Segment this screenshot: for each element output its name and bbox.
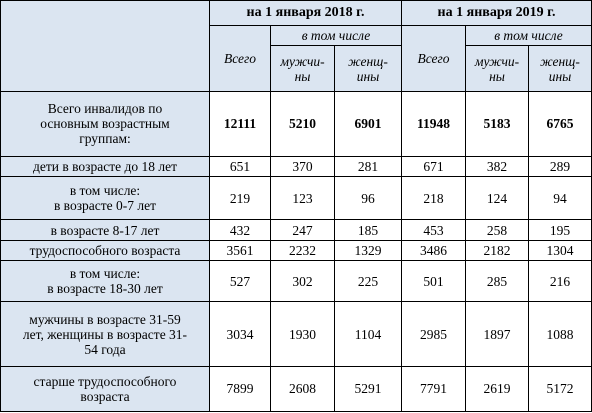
women-2018-cell: 185 bbox=[334, 219, 402, 241]
women-2018-cell: 6901 bbox=[334, 91, 402, 157]
including-2018-header: в том числе bbox=[270, 24, 402, 47]
row-label-line: 54 года bbox=[84, 341, 126, 357]
row-label: мужчины в возрасте 31-59 лет, женщины в … bbox=[0, 301, 210, 367]
women-2019-cell: 94 bbox=[528, 176, 592, 221]
men-2019-cell: 124 bbox=[465, 176, 529, 221]
women-2018-cell: 1104 bbox=[334, 301, 402, 367]
total-2018-cell: 432 bbox=[209, 219, 271, 241]
men-2018-cell: 123 bbox=[270, 176, 335, 221]
table-row: в том числе: в возрасте 0-7 лет 219 123 … bbox=[0, 176, 592, 221]
table-row: в возрасте 8-17 лет 432 247 185 453 258 … bbox=[0, 219, 592, 241]
women-2019-cell: 1304 bbox=[528, 239, 592, 262]
total-2019-header: Всего bbox=[401, 24, 466, 93]
men-header-line1: мужчи- bbox=[474, 53, 520, 69]
row-label-line: лет, женщины в возрасте 31- bbox=[22, 326, 188, 342]
row-label-line: основным возрастным bbox=[40, 116, 170, 132]
row-label: в том числе: в возрасте 18-30 лет bbox=[0, 260, 210, 303]
period-2018-header: на 1 января 2018 г. bbox=[209, 0, 402, 26]
men-2019-cell: 258 bbox=[465, 219, 529, 241]
women-2018-cell: 1329 bbox=[334, 239, 402, 262]
row-label-line: Всего инвалидов по bbox=[47, 101, 163, 117]
row-label-line: мужчины в возрасте 31-59 bbox=[29, 311, 181, 327]
men-2019-cell: 382 bbox=[465, 155, 529, 178]
women-2019-header: женщ- ины bbox=[528, 45, 592, 93]
row-label: в возрасте 8-17 лет bbox=[0, 219, 210, 241]
total-2019-cell: 501 bbox=[401, 260, 466, 303]
total-2018-cell: 651 bbox=[209, 155, 271, 178]
period-2019-header: на 1 января 2019 г. bbox=[401, 0, 592, 26]
row-label: Всего инвалидов по основным возрастным г… bbox=[0, 91, 210, 157]
women-header-line1: женщ- bbox=[540, 53, 580, 69]
men-2019-cell: 2182 bbox=[465, 239, 529, 262]
row-label-line: в том числе: bbox=[69, 266, 141, 282]
including-2019-header: в том числе bbox=[465, 24, 592, 47]
men-2018-cell: 5210 bbox=[270, 91, 335, 157]
total-2019-cell: 218 bbox=[401, 176, 466, 221]
men-header-line1: мужчи- bbox=[280, 53, 325, 69]
table-row: мужчины в возрасте 31-59 лет, женщины в … bbox=[0, 301, 592, 367]
total-2019-cell: 7791 bbox=[401, 365, 466, 413]
men-2018-cell: 247 bbox=[270, 219, 335, 241]
total-2018-cell: 3034 bbox=[209, 301, 271, 367]
table-row: трудоспособного возраста 3561 2232 1329 … bbox=[0, 239, 592, 262]
men-2019-header: мужчи- ны bbox=[465, 45, 529, 93]
men-2019-cell: 1897 bbox=[465, 301, 529, 367]
total-2018-cell: 219 bbox=[209, 176, 271, 221]
row-label-line: трудоспособного возраста bbox=[29, 243, 181, 258]
row-label-line: в возрасте 0-7 лет bbox=[53, 198, 157, 214]
men-2018-header: мужчи- ны bbox=[270, 45, 335, 93]
women-2019-cell: 289 bbox=[528, 155, 592, 178]
women-header-line2: ины bbox=[548, 68, 572, 84]
men-2019-cell: 285 bbox=[465, 260, 529, 303]
total-2018-cell: 12111 bbox=[209, 91, 271, 157]
header-empty-cell bbox=[0, 0, 210, 93]
women-header-line2: ины bbox=[356, 68, 380, 84]
women-2018-cell: 281 bbox=[334, 155, 402, 178]
row-label-line: в возрасте 8-17 лет bbox=[50, 222, 160, 238]
row-label: дети в возрасте до 18 лет bbox=[0, 155, 210, 178]
row-label-line: в возрасте 18-30 лет bbox=[47, 281, 163, 297]
total-2019-cell: 453 bbox=[401, 219, 466, 241]
table-row: дети в возрасте до 18 лет 651 370 281 67… bbox=[0, 155, 592, 178]
women-2018-cell: 96 bbox=[334, 176, 402, 221]
men-2018-cell: 2608 bbox=[270, 365, 335, 413]
row-label-line: старше трудоспособного bbox=[33, 373, 177, 389]
women-2019-cell: 195 bbox=[528, 219, 592, 241]
women-2019-cell: 5172 bbox=[528, 365, 592, 413]
total-2018-header: Всего bbox=[209, 24, 271, 93]
women-2018-header: женщ- ины bbox=[334, 45, 402, 93]
women-2019-cell: 216 bbox=[528, 260, 592, 303]
men-2018-cell: 2232 bbox=[270, 239, 335, 262]
women-2019-cell: 6765 bbox=[528, 91, 592, 157]
total-2018-cell: 3561 bbox=[209, 239, 271, 262]
total-2019-cell: 3486 bbox=[401, 239, 466, 262]
row-label: в том числе: в возрасте 0-7 лет bbox=[0, 176, 210, 221]
women-2018-cell: 225 bbox=[334, 260, 402, 303]
row-label-line: группам: bbox=[79, 131, 131, 147]
table-row: в том числе: в возрасте 18-30 лет 527 30… bbox=[0, 260, 592, 303]
table-row: старше трудоспособного возраста 7899 260… bbox=[0, 365, 592, 413]
row-label: трудоспособного возраста bbox=[0, 239, 210, 262]
women-2018-cell: 5291 bbox=[334, 365, 402, 413]
total-2019-cell: 11948 bbox=[401, 91, 466, 157]
men-2019-cell: 5183 bbox=[465, 91, 529, 157]
men-2019-cell: 2619 bbox=[465, 365, 529, 413]
row-label-line: дети в возрасте до 18 лет bbox=[33, 158, 177, 174]
women-2019-cell: 1088 bbox=[528, 301, 592, 367]
women-header-line1: женщ- bbox=[348, 53, 388, 69]
total-2018-cell: 527 bbox=[209, 260, 271, 303]
total-2019-cell: 2985 bbox=[401, 301, 466, 367]
row-label: старше трудоспособного возраста bbox=[0, 365, 210, 413]
men-header-line2: ны bbox=[489, 68, 505, 84]
men-2018-cell: 1930 bbox=[270, 301, 335, 367]
row-label-line: возраста bbox=[80, 388, 130, 404]
men-2018-cell: 370 bbox=[270, 155, 335, 178]
row-label-line: в том числе: bbox=[69, 183, 141, 199]
men-2018-cell: 302 bbox=[270, 260, 335, 303]
total-2018-cell: 7899 bbox=[209, 365, 271, 413]
table-row: Всего инвалидов по основным возрастным г… bbox=[0, 91, 592, 157]
total-2019-cell: 671 bbox=[401, 155, 466, 178]
men-header-line2: ны bbox=[294, 68, 311, 84]
